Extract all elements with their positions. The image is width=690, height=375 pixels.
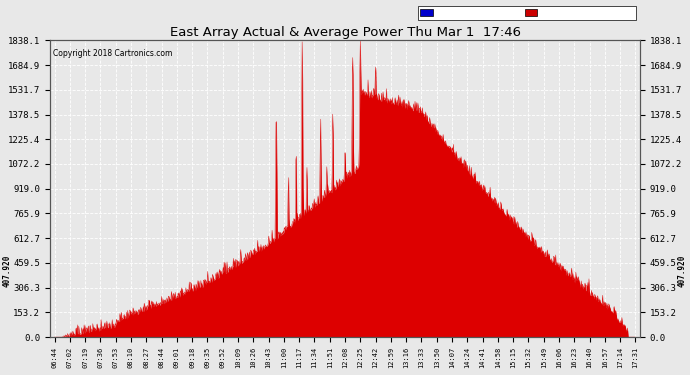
Legend: Average  (DC Watts), East Array  (DC Watts): Average (DC Watts), East Array (DC Watts…	[417, 6, 636, 20]
Text: Copyright 2018 Cartronics.com: Copyright 2018 Cartronics.com	[53, 49, 172, 58]
Text: 407.920: 407.920	[3, 255, 12, 287]
Title: East Array Actual & Average Power Thu Mar 1  17:46: East Array Actual & Average Power Thu Ma…	[170, 26, 520, 39]
Text: 407.920: 407.920	[678, 255, 687, 287]
